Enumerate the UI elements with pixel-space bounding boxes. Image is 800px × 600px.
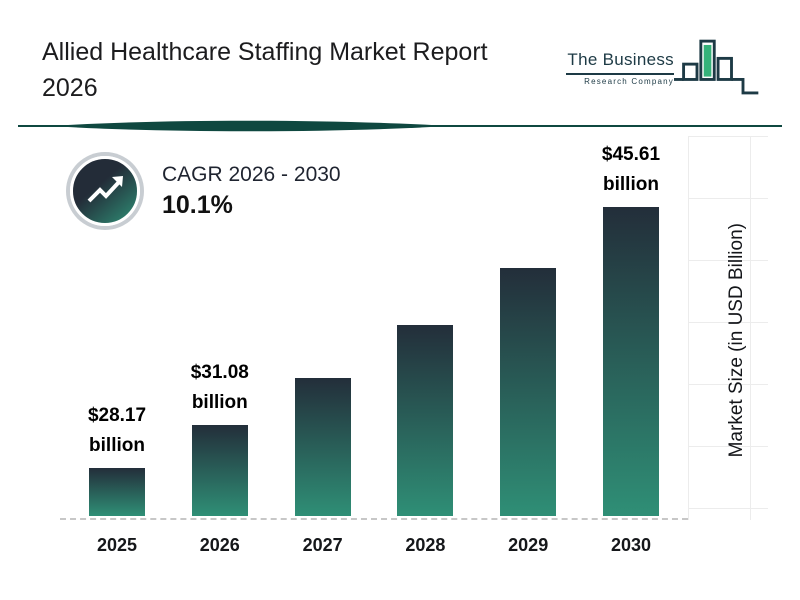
bar [602,207,659,516]
bar [397,325,454,516]
bar [89,468,145,516]
accent-divider [0,118,800,134]
bar-group: 2028 [396,325,454,560]
x-axis-baseline [60,518,688,520]
cagr-block: CAGR 2026 - 2030 10.1% [70,156,341,226]
trending-up-icon [70,156,140,226]
logo-subname: Research Company [584,77,674,86]
bars-area: $28.17 billion 2025 $31.08 billion 2026 2027 20… [60,144,688,560]
x-axis-label: 2025 [96,535,138,555]
x-axis-label: 2030 [610,535,651,555]
page-title: Allied Healthcare Staffing Market Report… [42,34,542,107]
page-title-line1: Allied Healthcare Staffing Market Report [42,38,488,66]
bar-group: $28.17 billion 2025 [88,401,146,560]
y-axis-label-wrap: Market Size (in USD Billion) [726,160,748,520]
y-axis-label: Market Size (in USD Billion) [726,222,747,458]
bar-value-label: $28.17 billion [87,405,147,456]
page-title-line2: 2026 [42,74,98,103]
bar-group: 2027 [294,378,352,560]
bar [191,425,248,516]
x-axis-label: 2027 [302,535,343,555]
x-axis-label: 2026 [199,535,240,555]
x-axis-label: 2029 [508,535,549,555]
cagr-value: 10.1% [162,190,233,219]
bar-group: $45.61 billion 2030 [602,140,660,560]
cagr-text: CAGR 2026 - 2030 10.1% [162,163,341,220]
bar [294,378,351,516]
logo-name: The Business [567,50,674,69]
bar-chart: $28.17 billion 2025 $31.08 billion 2026 2027 20… [60,144,688,560]
company-logo: The Business Research Company [566,34,766,105]
bar [500,268,557,516]
bar-value-label: $45.61 billion [601,144,661,195]
logo-text: The Business Research Company [566,50,674,86]
logo-rule [566,73,674,75]
bar-group: 2029 [499,268,557,560]
bar-chart-logo-icon [674,34,766,105]
bar-value-label: $31.08 billion [190,362,249,413]
cagr-label: CAGR 2026 - 2030 [162,162,341,186]
bar-group: $31.08 billion 2026 [191,358,249,560]
x-axis-label: 2028 [405,535,446,555]
background-grid [688,136,768,520]
